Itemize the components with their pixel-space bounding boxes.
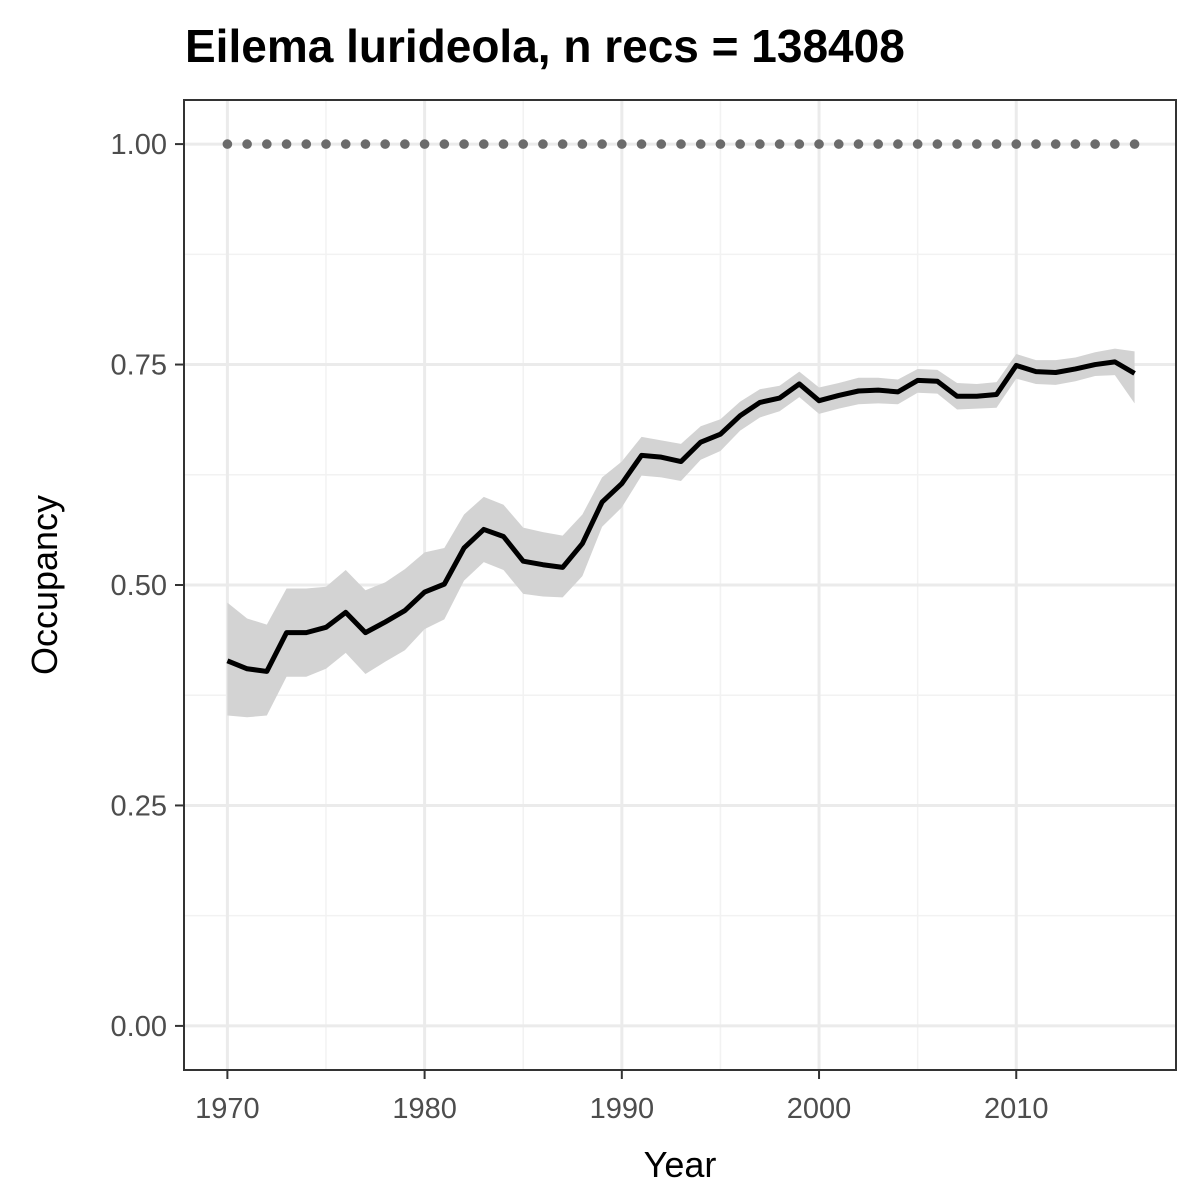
reference-point xyxy=(242,139,252,149)
reference-point xyxy=(636,139,647,149)
reference-point xyxy=(281,139,292,149)
reference-point xyxy=(794,139,805,149)
mean-line-layer xyxy=(226,359,1136,674)
x-axis-title: Year xyxy=(644,1144,717,1185)
y-tick-label: 0.50 xyxy=(111,570,167,602)
y-tick-label: 0.75 xyxy=(111,350,167,382)
x-tick-label: 1990 xyxy=(590,1093,655,1125)
reference-point xyxy=(1070,139,1081,149)
x-tick-label: 1980 xyxy=(392,1093,457,1125)
x-tick-label: 2010 xyxy=(984,1093,1049,1125)
reference-point xyxy=(774,139,785,149)
x-tick-label: 1970 xyxy=(195,1093,260,1125)
reference-point xyxy=(695,139,706,149)
chart-title: Eilema lurideola, n recs = 138408 xyxy=(185,20,905,72)
reference-point xyxy=(735,139,745,149)
reference-point xyxy=(518,139,529,149)
x-tick-label: 2000 xyxy=(787,1093,852,1125)
reference-point xyxy=(360,139,371,149)
reference-point xyxy=(932,139,943,149)
reference-point xyxy=(340,139,351,149)
reference-point xyxy=(498,139,509,149)
reference-point xyxy=(301,139,312,149)
reference-point xyxy=(676,139,686,149)
reference-point xyxy=(459,139,469,149)
y-tick-label: 0.25 xyxy=(111,790,167,822)
reference-point xyxy=(597,139,607,149)
reference-point xyxy=(380,139,390,149)
y-tick-label: 0.00 xyxy=(111,1011,167,1043)
reference-point xyxy=(577,139,588,149)
reference-point xyxy=(755,139,765,149)
reference-point xyxy=(893,139,903,149)
reference-point xyxy=(538,139,548,149)
reference-point xyxy=(222,139,233,149)
x-axis-ticks: 1970 1980 1990 2000 2010 xyxy=(195,1070,1049,1125)
reference-point xyxy=(617,139,627,149)
reference-point xyxy=(814,139,824,149)
reference-point xyxy=(853,139,864,149)
reference-point xyxy=(656,139,667,149)
reference-point xyxy=(262,139,272,149)
reference-point xyxy=(478,139,489,149)
reference-point xyxy=(400,139,410,149)
reference-point xyxy=(1031,139,1041,149)
reference-dots-layer xyxy=(222,139,1140,149)
reference-point xyxy=(419,139,430,149)
reference-point xyxy=(439,139,450,149)
reference-point xyxy=(715,139,726,149)
reference-point xyxy=(321,139,331,149)
reference-point xyxy=(873,139,883,149)
reference-point xyxy=(1129,139,1140,149)
occupancy-mean-line xyxy=(226,359,1136,674)
reference-point xyxy=(972,139,982,149)
reference-point xyxy=(912,139,923,149)
y-axis-ticks: 0.00 0.25 0.50 0.75 1.00 xyxy=(111,129,184,1043)
reference-point xyxy=(1011,139,1022,149)
reference-point xyxy=(833,139,844,149)
reference-point xyxy=(1110,139,1120,149)
reference-point xyxy=(991,139,1002,149)
y-axis-title: Occupancy xyxy=(24,495,65,675)
y-tick-label: 1.00 xyxy=(111,129,167,161)
reference-point xyxy=(952,139,962,149)
reference-point xyxy=(1090,139,1100,149)
reference-point xyxy=(1050,139,1061,149)
reference-point xyxy=(557,139,568,149)
